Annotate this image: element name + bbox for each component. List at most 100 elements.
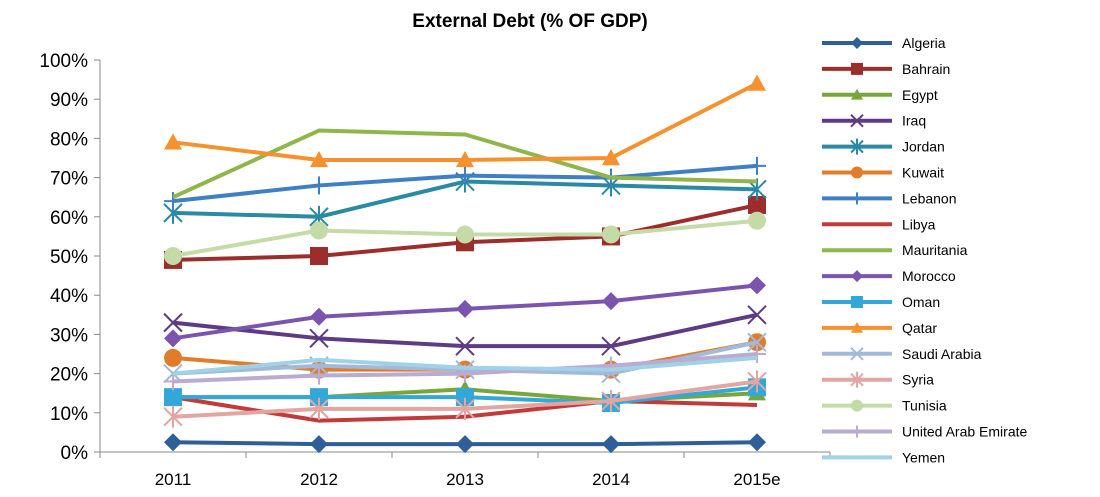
legend-item-algeria: Algeria [822,35,946,51]
data-point [456,388,474,407]
legend-item-syria: Syria [822,371,934,388]
legend: Algeria Bahrain Egypt Iraq Jordan Kuwait Leban… [822,35,1027,465]
x-tick-label: 2015e [733,470,780,489]
data-point [850,138,864,155]
data-point [748,345,766,363]
y-tick-label: 10% [50,404,88,425]
y-tick-label: 60% [50,208,88,229]
data-point [164,372,182,391]
data-point [748,211,766,230]
data-point [310,247,328,265]
data-point [164,133,182,150]
data-point [850,347,864,361]
data-point [747,305,767,325]
legend-label: Egypt [902,87,938,103]
data-point [850,113,864,128]
data-point [456,435,474,454]
data-point [850,371,864,388]
chart-title: External Debt (% OF GDP) [412,11,647,32]
data-point [747,178,767,201]
y-tick-label: 40% [50,286,88,307]
data-point [601,336,621,356]
y-tick-label: 100% [39,51,88,72]
data-point [456,225,474,244]
legend-label: Libya [902,216,936,232]
series-iraq [163,305,767,356]
data-point [748,196,766,215]
data-point [164,247,182,265]
legend-item-yemen: Yemen [822,449,945,465]
data-point [748,156,766,175]
data-point [601,390,621,413]
data-point [309,397,329,420]
legend-label: Lebanon [902,190,957,206]
series-syria [163,370,767,428]
series-algeria [164,433,766,454]
y-tick-label: 90% [50,90,88,111]
series-yemen [172,355,758,376]
data-point [602,225,620,244]
legend-item-united-arab-emirate: United Arab Emirate [822,424,1027,440]
data-point [164,388,182,407]
legend-item-iraq: Iraq [822,113,926,129]
series-layer [163,74,767,454]
data-point [748,433,766,452]
data-point [851,88,863,100]
x-tick-label: 2013 [446,470,484,489]
data-point [163,405,183,428]
data-point [310,150,328,168]
series-line [172,355,758,376]
legend-label: Saudi Arabia [902,346,982,362]
data-point [851,270,863,283]
series-morocco [164,276,766,348]
data-point [851,192,863,205]
y-tick-label: 80% [50,129,88,150]
data-point [310,388,328,407]
data-point [163,312,183,333]
data-point [456,299,474,318]
data-point [748,74,766,91]
y-tick-label: 20% [50,365,88,386]
data-point [851,37,863,49]
data-point [455,397,475,420]
y-tick-label: 0% [61,443,89,464]
data-point [602,149,620,166]
legend-label: United Arab Emirate [902,424,1027,440]
data-point [455,336,475,356]
legend-item-bahrain: Bahrain [822,61,950,77]
legend-label: Algeria [902,35,946,51]
y-tick-label: 50% [50,247,88,268]
legend-item-kuwait: Kuwait [822,165,944,181]
data-point [747,332,767,352]
data-point [310,307,328,326]
legend-label: Syria [902,372,934,388]
plot-axes: 0% 10% 20% 30% 40% 50% 60% 70% 80% 90% 100% 2011 201… [39,51,831,489]
data-point [851,321,863,333]
legend-item-lebanon: Lebanon [822,190,957,206]
x-tick-label: 2011 [155,470,192,489]
legend-label: Iraq [902,113,926,129]
legend-item-mauritania: Mauritania [822,242,968,258]
series-line [172,81,758,162]
series-line [172,312,758,349]
legend-label: Oman [902,294,940,310]
legend-label: Mauritania [902,242,968,258]
legend-item-oman: Oman [822,294,940,310]
data-point [309,328,329,349]
data-point [851,166,863,179]
y-tick-label: 30% [50,325,88,346]
legend-item-egypt: Egypt [822,87,938,103]
data-point [851,425,863,438]
data-point [456,166,474,185]
legend-label: Yemen [902,449,945,465]
data-point [164,433,182,452]
legend-label: Tunisia [902,398,947,414]
legend-item-jordan: Jordan [822,138,945,155]
legend-label: Jordan [902,139,945,155]
legend-label: Morocco [902,268,956,284]
data-point [851,62,863,75]
data-point [310,176,328,195]
data-point [851,399,863,412]
series-qatar [164,74,766,168]
legend-item-saudi-arabia: Saudi Arabia [822,346,982,362]
